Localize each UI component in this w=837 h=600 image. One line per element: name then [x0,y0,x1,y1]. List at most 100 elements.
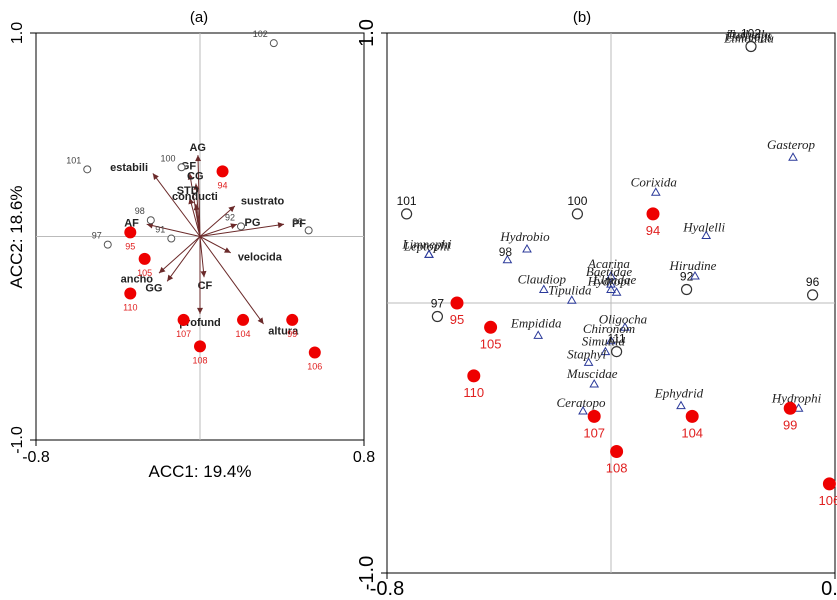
taxon-label: 98 [499,245,513,259]
vector-arrowhead [152,173,159,181]
vector-label: AF [124,218,139,230]
taxon-marker [566,295,577,304]
site-open-label: 92 [680,270,694,284]
site-open-label: 96 [293,216,303,226]
taxon-label: Oligocha [599,311,648,326]
taxon-marker [620,322,630,331]
panel-a-sites: 102 101 100 98 91 97 92 96 94 95 105 110 107 104 108 99… [66,29,322,371]
vector-line [199,236,205,278]
vector-label: profund [179,317,221,329]
taxon-label: Elmidae [592,272,637,287]
vector-arrowhead [228,205,235,213]
x-tick-label: 0.8 [821,578,837,600]
taxon-marker [589,378,600,388]
site-open-marker [304,226,313,235]
vector-arrowhead [224,247,231,253]
site-open-marker [431,310,443,323]
taxon-marker [676,400,686,410]
vector-arrowhead [146,222,154,229]
site-filled-marker [685,409,699,423]
site-filled-label: 107 [583,425,605,440]
taxon-label: Gasterop [767,137,815,152]
vector-line [152,173,201,237]
y-tick-label: -1.0 [356,556,378,590]
site-filled-label: 95 [450,312,464,327]
site-open-label: 98 [135,206,145,216]
vector-label: sustrato [241,196,285,208]
taxon-label: Staphyl [567,346,606,361]
site-open-marker [146,216,155,225]
site-filled-marker [124,226,137,239]
site-filled-marker [484,320,498,334]
site-filled-label: 104 [236,329,251,339]
taxon-label: Hirudine [669,258,717,273]
taxon-label: Limonida [723,31,774,46]
taxon-label: Empidida [510,315,562,330]
vector-label: GG [145,283,162,295]
panel-a-y-axis-title: ACC2: 18.6% [7,186,26,289]
site-filled-marker [450,296,464,310]
taxon-label: Turbella [727,27,772,42]
taxon-marker [533,330,544,339]
panel-b-label: (b) [573,9,591,26]
vector-label: altura [268,325,299,337]
site-filled-marker [783,401,797,415]
site-filled-label: 106 [307,361,322,371]
taxon-label: Acarina [587,256,630,271]
site-open-label: 91 [155,225,165,235]
site-filled-marker [467,369,481,383]
vector-label: estabili [110,162,148,174]
vector-line [199,223,238,237]
site-filled-marker [124,287,137,300]
taxon-label: Helicops [725,29,772,44]
site-open-label: 96 [806,275,820,289]
vector-line [158,236,201,274]
vector-label: CF [198,280,213,292]
taxon-marker [701,230,712,239]
taxon-marker [606,279,616,288]
vector-line [166,236,201,282]
vector-line [199,236,264,325]
taxon-label: Tipulida [548,282,592,297]
y-tick-label: -1.0 [9,426,26,454]
site-open-marker [571,208,584,220]
site-open-label: 100 [161,153,176,163]
site-filled-label: 105 [137,268,152,278]
site-open-label: 102 [253,29,268,39]
site-open-marker [269,39,278,48]
vector-arrowhead [197,307,203,314]
vector-line [199,223,285,237]
site-open-marker [167,234,176,243]
vector-arrowhead [230,223,237,230]
x-tick-label: 0.8 [353,449,375,466]
taxon-label: Baetidae [586,264,632,279]
site-open-marker [745,40,757,53]
site-open-label: 101 [66,155,81,165]
taxon-marker [522,243,532,253]
site-filled-label: 99 [287,329,297,339]
panel-b-ticks: -0.8 0.8 1.0 -1.0 [356,19,837,600]
site-filled-label: 106 [819,493,837,508]
vector-arrowhead [193,203,200,211]
taxon-label: Ceratopo [556,395,606,410]
vector-label: ancho [121,273,154,285]
taxon-label: Muscidae [566,366,618,381]
taxon-label: Ephydrid [654,386,704,401]
taxon-marker [583,357,594,366]
site-open-label: 102 [741,27,761,41]
site-filled-label: 105 [480,336,502,351]
taxon-label: Simuliid [582,334,626,349]
vector-label: AG [189,142,206,154]
site-filled-label: 94 [218,180,228,190]
site-filled-marker [646,207,660,221]
site-filled-label: 108 [192,355,207,365]
site-open-label: 97 [431,297,445,311]
taxon-marker [424,249,434,258]
x-tick-label: -0.8 [370,578,404,600]
vector-line [197,155,201,237]
taxon-label: Hydrobio [499,229,550,244]
site-filled-marker [237,313,250,326]
taxon-marker [578,405,588,415]
site-open-label: 100 [567,194,587,208]
taxon-marker [606,284,616,293]
